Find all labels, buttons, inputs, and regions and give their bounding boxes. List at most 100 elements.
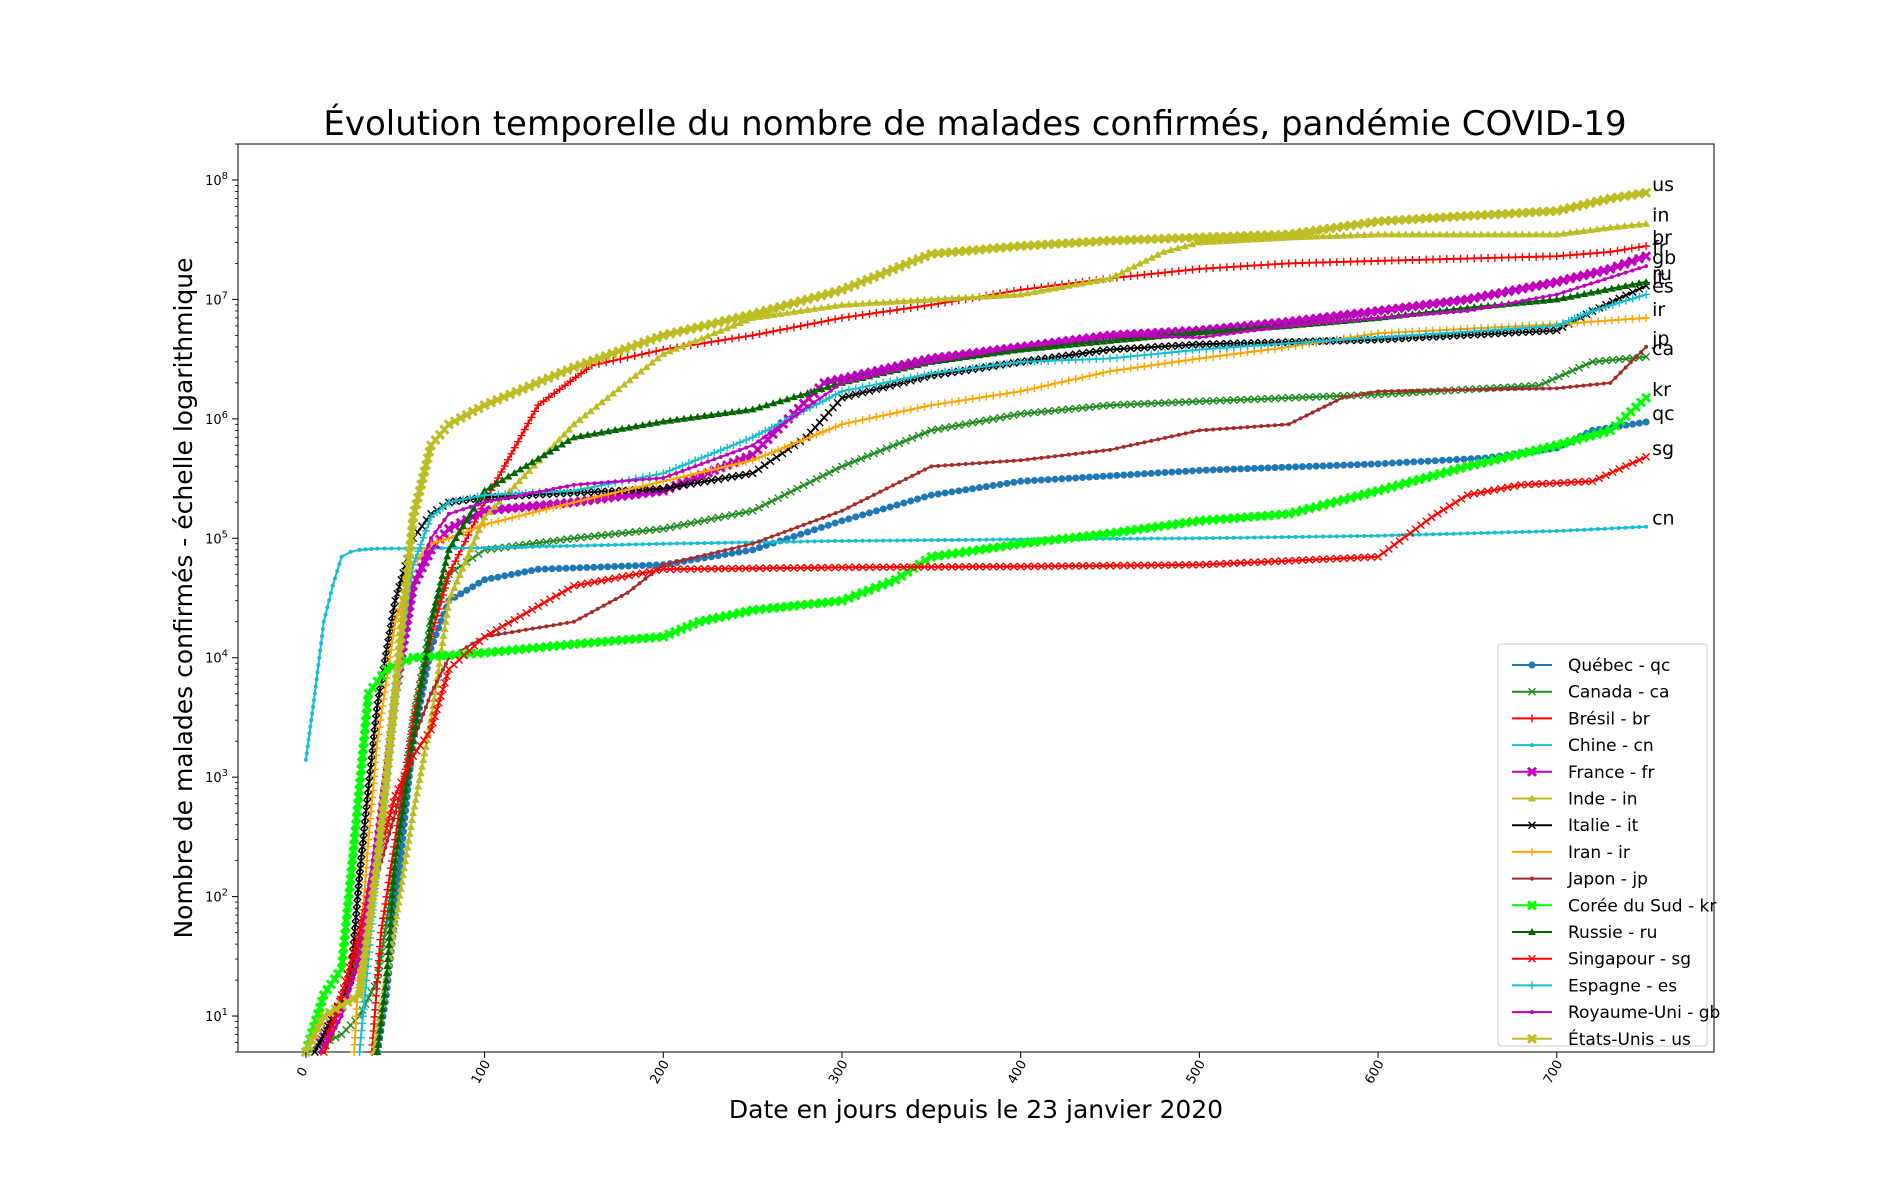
data-point bbox=[857, 454, 866, 463]
data-point bbox=[903, 477, 908, 482]
data-point bbox=[577, 369, 586, 378]
data-point bbox=[1334, 319, 1339, 324]
data-point bbox=[1085, 348, 1094, 357]
data-point bbox=[1092, 473, 1100, 481]
data-point bbox=[303, 757, 308, 762]
data-point bbox=[1444, 310, 1449, 315]
data-point bbox=[1552, 479, 1561, 488]
data-point bbox=[831, 422, 840, 431]
data-point bbox=[665, 347, 674, 355]
data-point bbox=[982, 392, 991, 401]
data-point bbox=[748, 564, 757, 573]
data-point bbox=[394, 804, 399, 809]
data-point bbox=[1449, 254, 1458, 263]
series-end-label-it: it bbox=[1652, 267, 1665, 289]
data-point bbox=[668, 541, 673, 546]
data-point bbox=[1482, 290, 1494, 301]
data-point bbox=[1530, 743, 1534, 748]
data-point bbox=[590, 493, 599, 502]
legend-item-kr: Corée du Sud - kr bbox=[1512, 896, 1716, 916]
data-point bbox=[695, 554, 700, 559]
data-point bbox=[1215, 237, 1224, 245]
data-point bbox=[368, 786, 377, 795]
data-point bbox=[442, 517, 447, 522]
data-point bbox=[796, 391, 805, 399]
data-point bbox=[883, 577, 894, 588]
data-point bbox=[1587, 317, 1596, 326]
data-point bbox=[1615, 298, 1624, 307]
data-point bbox=[561, 381, 570, 390]
data-point bbox=[372, 991, 381, 1000]
data-point bbox=[645, 561, 653, 569]
data-point bbox=[360, 997, 369, 1006]
data-point bbox=[899, 297, 908, 305]
data-point bbox=[562, 564, 570, 572]
data-point bbox=[1332, 336, 1341, 345]
data-point bbox=[1353, 553, 1362, 562]
data-point bbox=[370, 729, 379, 738]
data-point bbox=[731, 450, 736, 455]
data-point bbox=[394, 898, 403, 906]
data-point bbox=[1174, 398, 1183, 407]
data-point bbox=[743, 540, 748, 545]
data-point bbox=[1120, 471, 1128, 479]
data-point bbox=[1545, 296, 1554, 304]
data-point bbox=[1374, 333, 1383, 342]
data-point bbox=[380, 990, 389, 998]
data-point bbox=[713, 317, 724, 328]
data-point bbox=[672, 344, 681, 352]
data-point bbox=[416, 769, 425, 777]
data-point bbox=[652, 347, 661, 356]
data-point bbox=[1360, 460, 1368, 468]
data-point bbox=[501, 572, 509, 580]
data-point bbox=[1544, 441, 1555, 453]
data-point bbox=[846, 379, 851, 384]
data-point bbox=[1470, 327, 1479, 336]
data-point bbox=[1593, 317, 1602, 326]
data-point bbox=[358, 842, 367, 851]
data-point bbox=[1595, 474, 1604, 483]
data-point bbox=[640, 477, 645, 482]
data-point bbox=[571, 543, 576, 548]
data-point bbox=[989, 361, 998, 370]
data-point bbox=[530, 490, 535, 495]
data-point bbox=[1586, 226, 1595, 234]
data-point bbox=[1037, 562, 1046, 571]
data-point bbox=[666, 416, 675, 424]
data-point bbox=[673, 474, 682, 483]
data-point bbox=[1304, 503, 1315, 514]
data-point bbox=[1384, 544, 1393, 553]
data-point bbox=[1415, 330, 1424, 339]
data-point bbox=[1142, 334, 1147, 339]
data-point bbox=[1245, 535, 1250, 540]
data-point bbox=[1591, 196, 1603, 207]
data-point bbox=[1114, 333, 1119, 338]
data-point bbox=[372, 751, 381, 760]
data-point bbox=[414, 547, 423, 556]
data-point bbox=[510, 615, 519, 624]
data-point bbox=[1526, 900, 1538, 911]
data-point bbox=[977, 461, 982, 466]
data-point bbox=[411, 583, 416, 588]
data-point bbox=[571, 619, 576, 624]
data-point bbox=[638, 482, 647, 491]
data-point bbox=[604, 427, 613, 435]
data-point bbox=[757, 539, 762, 544]
data-point bbox=[349, 982, 354, 987]
data-point bbox=[830, 286, 841, 297]
data-point bbox=[1188, 397, 1197, 406]
data-point bbox=[1188, 265, 1197, 274]
data-point bbox=[1327, 534, 1332, 539]
data-point bbox=[879, 383, 888, 392]
data-point bbox=[416, 570, 421, 575]
data-point bbox=[789, 323, 798, 332]
data-point bbox=[786, 487, 795, 496]
data-point bbox=[1305, 393, 1314, 402]
data-point bbox=[1181, 242, 1190, 250]
data-point bbox=[409, 737, 418, 745]
data-point bbox=[1642, 452, 1651, 461]
data-point bbox=[1161, 342, 1169, 351]
data-point bbox=[949, 537, 954, 542]
data-point bbox=[485, 397, 497, 408]
data-point bbox=[1129, 262, 1138, 270]
